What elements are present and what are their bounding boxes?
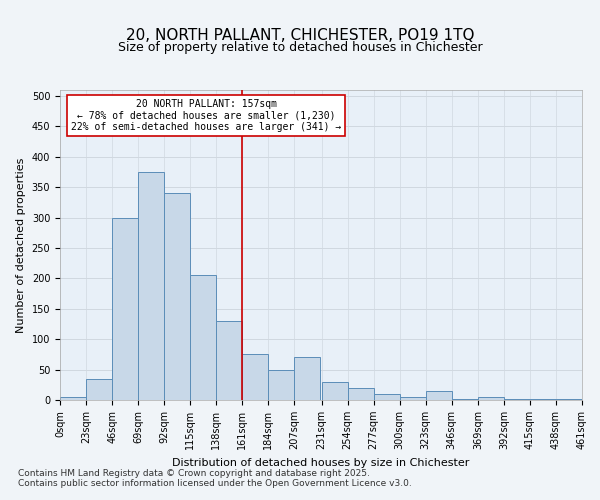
- Bar: [295, 358, 320, 400]
- Bar: [164, 194, 190, 400]
- Bar: [216, 321, 242, 400]
- Bar: [347, 388, 374, 400]
- X-axis label: Distribution of detached houses by size in Chichester: Distribution of detached houses by size …: [172, 458, 470, 468]
- Y-axis label: Number of detached properties: Number of detached properties: [16, 158, 26, 332]
- Text: 20, NORTH PALLANT, CHICHESTER, PO19 1TQ: 20, NORTH PALLANT, CHICHESTER, PO19 1TQ: [126, 28, 474, 42]
- Bar: [556, 399, 582, 400]
- Bar: [60, 397, 86, 400]
- Text: Contains HM Land Registry data © Crown copyright and database right 2025.: Contains HM Land Registry data © Crown c…: [18, 468, 370, 477]
- Bar: [478, 397, 504, 400]
- Bar: [112, 218, 138, 400]
- Bar: [400, 397, 426, 400]
- Bar: [504, 399, 530, 400]
- Bar: [374, 394, 400, 400]
- Bar: [530, 399, 556, 400]
- Text: 20 NORTH PALLANT: 157sqm
← 78% of detached houses are smaller (1,230)
22% of sem: 20 NORTH PALLANT: 157sqm ← 78% of detach…: [71, 100, 341, 132]
- Bar: [190, 276, 216, 400]
- Text: Size of property relative to detached houses in Chichester: Size of property relative to detached ho…: [118, 41, 482, 54]
- Bar: [268, 370, 295, 400]
- Bar: [452, 399, 478, 400]
- Bar: [426, 391, 452, 400]
- Bar: [242, 354, 268, 400]
- Bar: [86, 378, 112, 400]
- Bar: [138, 172, 164, 400]
- Bar: [322, 382, 347, 400]
- Text: Contains public sector information licensed under the Open Government Licence v3: Contains public sector information licen…: [18, 478, 412, 488]
